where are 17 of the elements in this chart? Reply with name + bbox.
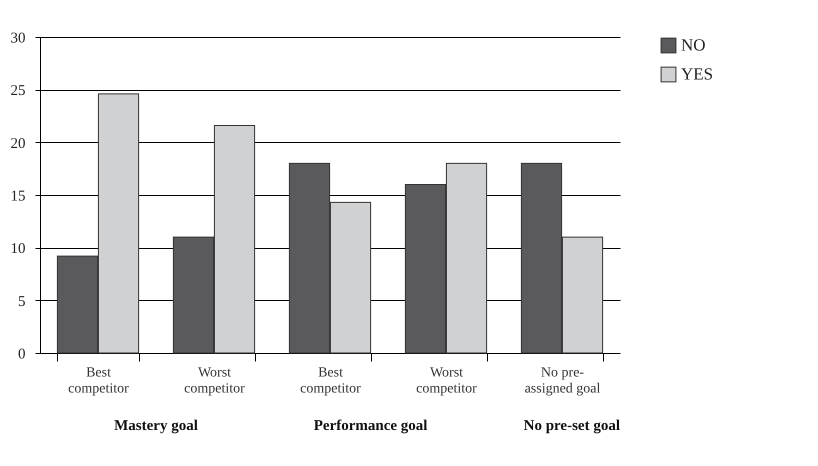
y-tick-label: 0 (18, 346, 26, 362)
text: No pre-set goal (524, 418, 620, 434)
y-tick-label: 10 (10, 241, 26, 258)
y-tick-label: 25 (10, 83, 26, 100)
y-tick-label: 20 (10, 136, 26, 152)
text: Performance goal (314, 418, 428, 434)
y-tick-label: 15 (10, 188, 26, 204)
legend-label: NO (681, 36, 706, 54)
x-tick-label: Worst competitor (184, 366, 246, 396)
legend-label: YES (681, 64, 714, 84)
x-tick-label: Best competitor (68, 366, 130, 396)
x-tick-label: Worst competitor (416, 366, 478, 396)
x-tick-label: Best competitor (300, 366, 362, 396)
y-tick-label: 30 (10, 30, 26, 46)
x-tick-label: No pre- assigned goal (524, 366, 601, 396)
text: Mastery goal (114, 418, 198, 434)
y-tick-label: 5 (18, 294, 26, 310)
